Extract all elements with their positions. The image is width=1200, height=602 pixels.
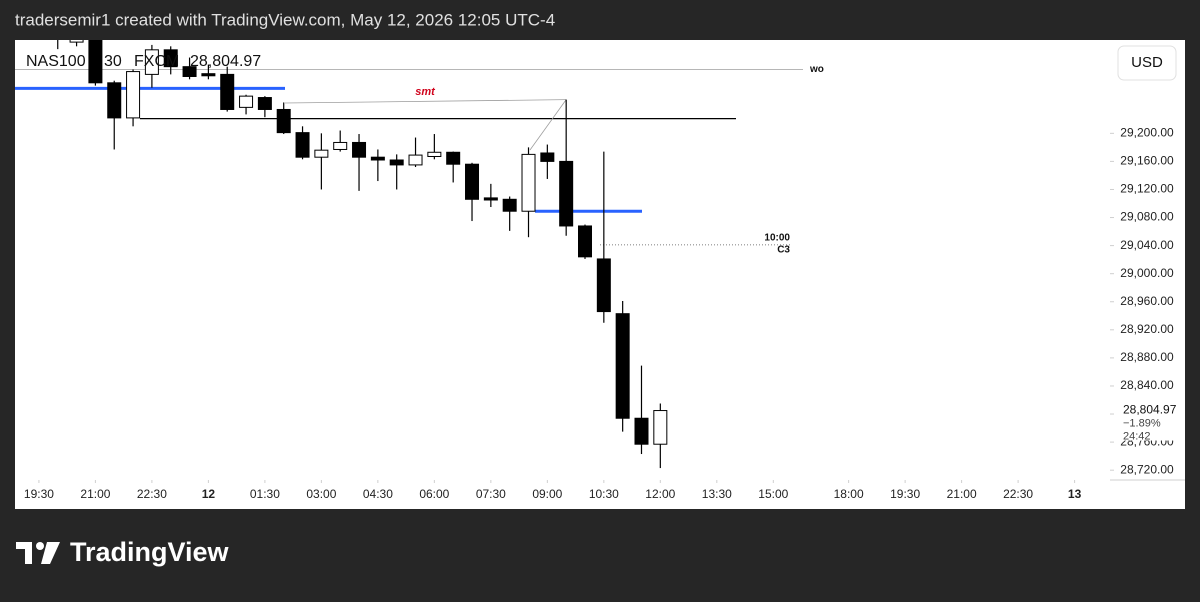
candle-body (540, 152, 555, 162)
logo-mark (36, 542, 44, 550)
x-tick-label: 12:00 (645, 487, 675, 501)
candle-body (502, 198, 517, 212)
candle-body (521, 153, 536, 212)
exchange: FXCM (134, 53, 179, 70)
candle-body (370, 156, 385, 161)
x-tick-label: 04:30 (363, 487, 393, 501)
y-tick-label: 28,840.00 (1120, 378, 1174, 392)
y-tick-label: 28,880.00 (1120, 350, 1174, 364)
x-tick-label: 12 (202, 487, 216, 501)
x-tick-label: 21:00 (947, 487, 977, 501)
logo: TradingView (16, 537, 230, 567)
candle-body (408, 154, 423, 166)
smt-line (284, 99, 567, 104)
currency-button[interactable] (1117, 45, 1177, 81)
x-tick-label: 22:30 (1003, 487, 1033, 501)
x-tick-label: 18:00 (834, 487, 864, 501)
candle-body (446, 151, 461, 165)
candle-body (653, 410, 668, 445)
price: 28,804.97 (190, 53, 261, 70)
level-label: 10:00 (764, 233, 790, 244)
candle-body (333, 141, 348, 150)
candle-body (88, 40, 103, 84)
x-tick-label: 13:30 (702, 487, 732, 501)
x-tick-label: 07:30 (476, 487, 506, 501)
candle-body (239, 95, 254, 108)
x-tick-label: 21:00 (80, 487, 110, 501)
y-tick-label: 29,120.00 (1120, 182, 1174, 196)
plot-area (15, 40, 803, 469)
candle-body (295, 132, 310, 158)
candle-body (201, 73, 216, 77)
x-tick-label: 19:30 (890, 487, 920, 501)
candle-body (144, 49, 159, 75)
brand: TradingView (70, 537, 230, 567)
candle-body (314, 149, 329, 158)
candle-body (220, 73, 235, 110)
interval: 30 (104, 53, 122, 70)
smt-label: smt (415, 86, 436, 98)
candle-body (389, 159, 404, 166)
candle-body (615, 313, 630, 419)
candle-body (257, 97, 272, 110)
x-tick-label: 01:30 (250, 487, 280, 501)
y-tick-label: 28,720.00 (1120, 462, 1174, 476)
candle-body (483, 197, 498, 201)
currency[interactable]: USD (1131, 54, 1163, 71)
candle-body (427, 151, 442, 157)
y-tick-label: 29,160.00 (1120, 154, 1174, 168)
x-tick-label: 19:30 (24, 487, 54, 501)
candle-body (596, 258, 611, 313)
candle-body (465, 163, 480, 200)
candle-body (163, 49, 178, 68)
x-tick-label: 03:00 (306, 487, 336, 501)
y-tick-label: 29,080.00 (1120, 210, 1174, 224)
candle-body (69, 40, 84, 43)
last-price-box (1116, 400, 1178, 441)
candle-body (578, 225, 593, 258)
x-tick-label: 15:00 (758, 487, 788, 501)
candle-body (182, 66, 197, 77)
legend: NAS100 30 FXCM 28,804.97 (26, 53, 261, 70)
candle-body (559, 160, 574, 227)
logo-mark (16, 542, 32, 564)
level-label: wo (809, 64, 824, 75)
y-tick-label: 29,200.00 (1120, 126, 1174, 140)
change: −1.89% (1123, 417, 1161, 429)
level-label: C3 (777, 245, 790, 256)
x-tick-label: 13 (1068, 487, 1082, 501)
candle-body (276, 108, 291, 134)
y-tick-label: 28,920.00 (1120, 322, 1174, 336)
smt-line (529, 99, 567, 151)
y-tick-label: 29,000.00 (1120, 266, 1174, 280)
y-tick-label: 29,040.00 (1120, 238, 1174, 252)
candle-body (107, 82, 122, 119)
x-tick-label: 06:00 (419, 487, 449, 501)
symbol: NAS100 (26, 53, 86, 70)
candle-body (352, 141, 367, 158)
x-tick-label: 09:00 (532, 487, 562, 501)
last-price: 28,804.97 (1123, 403, 1177, 417)
x-tick-label: 10:30 (589, 487, 619, 501)
y-tick-label: 28,960.00 (1120, 294, 1174, 308)
x-tick-label: 22:30 (137, 487, 167, 501)
candle-body (126, 71, 141, 119)
countdown: 24:42 (1123, 430, 1151, 442)
candle-body (634, 417, 649, 445)
logo-mark (41, 542, 60, 564)
credit: tradersemir1 created with TradingView.co… (15, 10, 555, 29)
